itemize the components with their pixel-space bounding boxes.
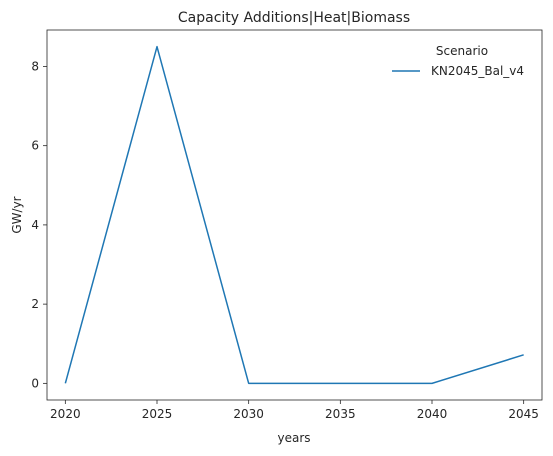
legend-title: Scenario bbox=[436, 44, 488, 58]
x-tick-label: 2040 bbox=[417, 407, 448, 421]
series-layer bbox=[64, 45, 524, 385]
y-tick-label: 6 bbox=[31, 139, 39, 153]
x-tick-label: 2020 bbox=[50, 407, 81, 421]
series-line bbox=[64, 45, 524, 385]
y-tick-label: 0 bbox=[31, 376, 39, 390]
y-axis-label: GW/yr bbox=[10, 196, 24, 233]
x-tick-label: 2045 bbox=[508, 407, 539, 421]
chart-title: Capacity Additions|Heat|Biomass bbox=[178, 10, 410, 26]
x-tick-label: 2035 bbox=[325, 407, 356, 421]
y-tick-label: 2 bbox=[31, 297, 39, 311]
x-axis: 2020 2025 2030 2035 2040 2045 bbox=[50, 400, 539, 421]
y-axis: 0 2 4 6 8 bbox=[31, 59, 47, 390]
y-tick-label: 8 bbox=[31, 59, 39, 73]
plot-area bbox=[46, 29, 543, 401]
y-tick-label: 4 bbox=[31, 218, 39, 232]
x-tick-label: 2025 bbox=[142, 407, 173, 421]
legend-entry: KN2045_Bal_v4 bbox=[431, 64, 524, 78]
x-axis-label: years bbox=[277, 431, 310, 445]
legend: Scenario KN2045_Bal_v4 bbox=[392, 44, 524, 78]
x-tick-label: 2030 bbox=[233, 407, 264, 421]
